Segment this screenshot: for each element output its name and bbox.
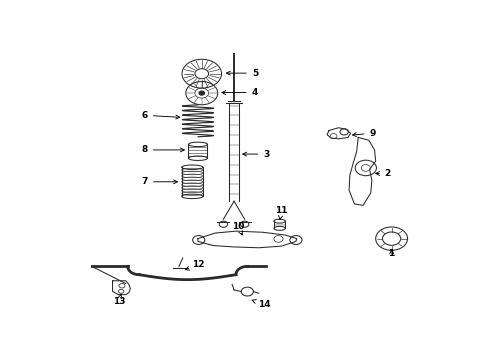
- Text: 4: 4: [222, 88, 258, 97]
- Text: 2: 2: [376, 169, 391, 178]
- Text: 12: 12: [186, 261, 204, 270]
- Text: 6: 6: [142, 111, 180, 120]
- Text: 9: 9: [352, 129, 376, 138]
- Text: 5: 5: [226, 69, 258, 78]
- Text: 10: 10: [232, 222, 244, 235]
- Circle shape: [199, 91, 204, 95]
- Text: 13: 13: [113, 294, 125, 306]
- Text: 11: 11: [275, 206, 288, 220]
- Text: 3: 3: [243, 150, 270, 158]
- Text: 14: 14: [252, 300, 271, 309]
- Text: 7: 7: [142, 177, 177, 186]
- Text: 1: 1: [389, 249, 395, 258]
- Text: 8: 8: [142, 145, 184, 154]
